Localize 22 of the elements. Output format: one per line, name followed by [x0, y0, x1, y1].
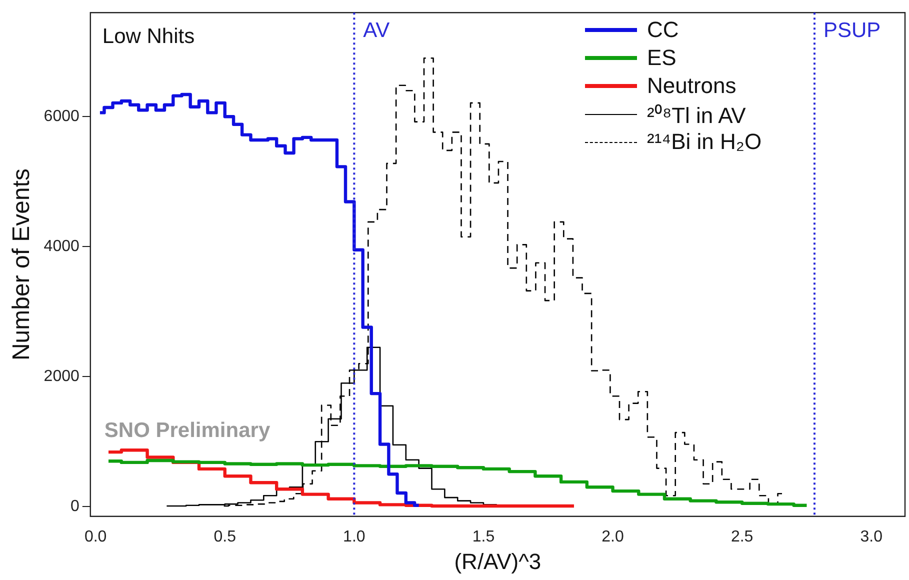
- y-axis-title: Number of Events: [8, 168, 36, 361]
- x-tick-label: 1.0: [343, 528, 366, 546]
- annotation: SNO Preliminary: [104, 418, 270, 442]
- ref-line-label: PSUP: [823, 18, 881, 42]
- annotation: Low Nhits: [102, 24, 195, 48]
- y-tick-label: 2000: [44, 368, 80, 386]
- x-tick-label: 2.0: [602, 528, 624, 546]
- x-tick-label: 1.5: [472, 528, 495, 546]
- y-tick-label: 4000: [44, 238, 80, 256]
- x-tick-label: 0.5: [214, 528, 236, 546]
- x-axis-title: (R/AV)^3: [454, 548, 542, 574]
- legend-label: ²¹⁴Bi in H₂O: [647, 129, 762, 155]
- x-tick-label: 2.5: [730, 528, 754, 546]
- legend-label: CC: [647, 17, 679, 43]
- x-tick-label: 3.0: [860, 528, 883, 546]
- legend-label: ES: [647, 45, 676, 71]
- x-tick-label: 0.0: [84, 528, 107, 546]
- ref-line-label: AV: [363, 18, 390, 42]
- y-tick-label: 0: [70, 498, 80, 516]
- legend-label: ²⁰⁸Tl in AV: [647, 102, 746, 129]
- y-tick-label: 6000: [44, 108, 80, 126]
- legend-label: Neutrons: [647, 73, 736, 99]
